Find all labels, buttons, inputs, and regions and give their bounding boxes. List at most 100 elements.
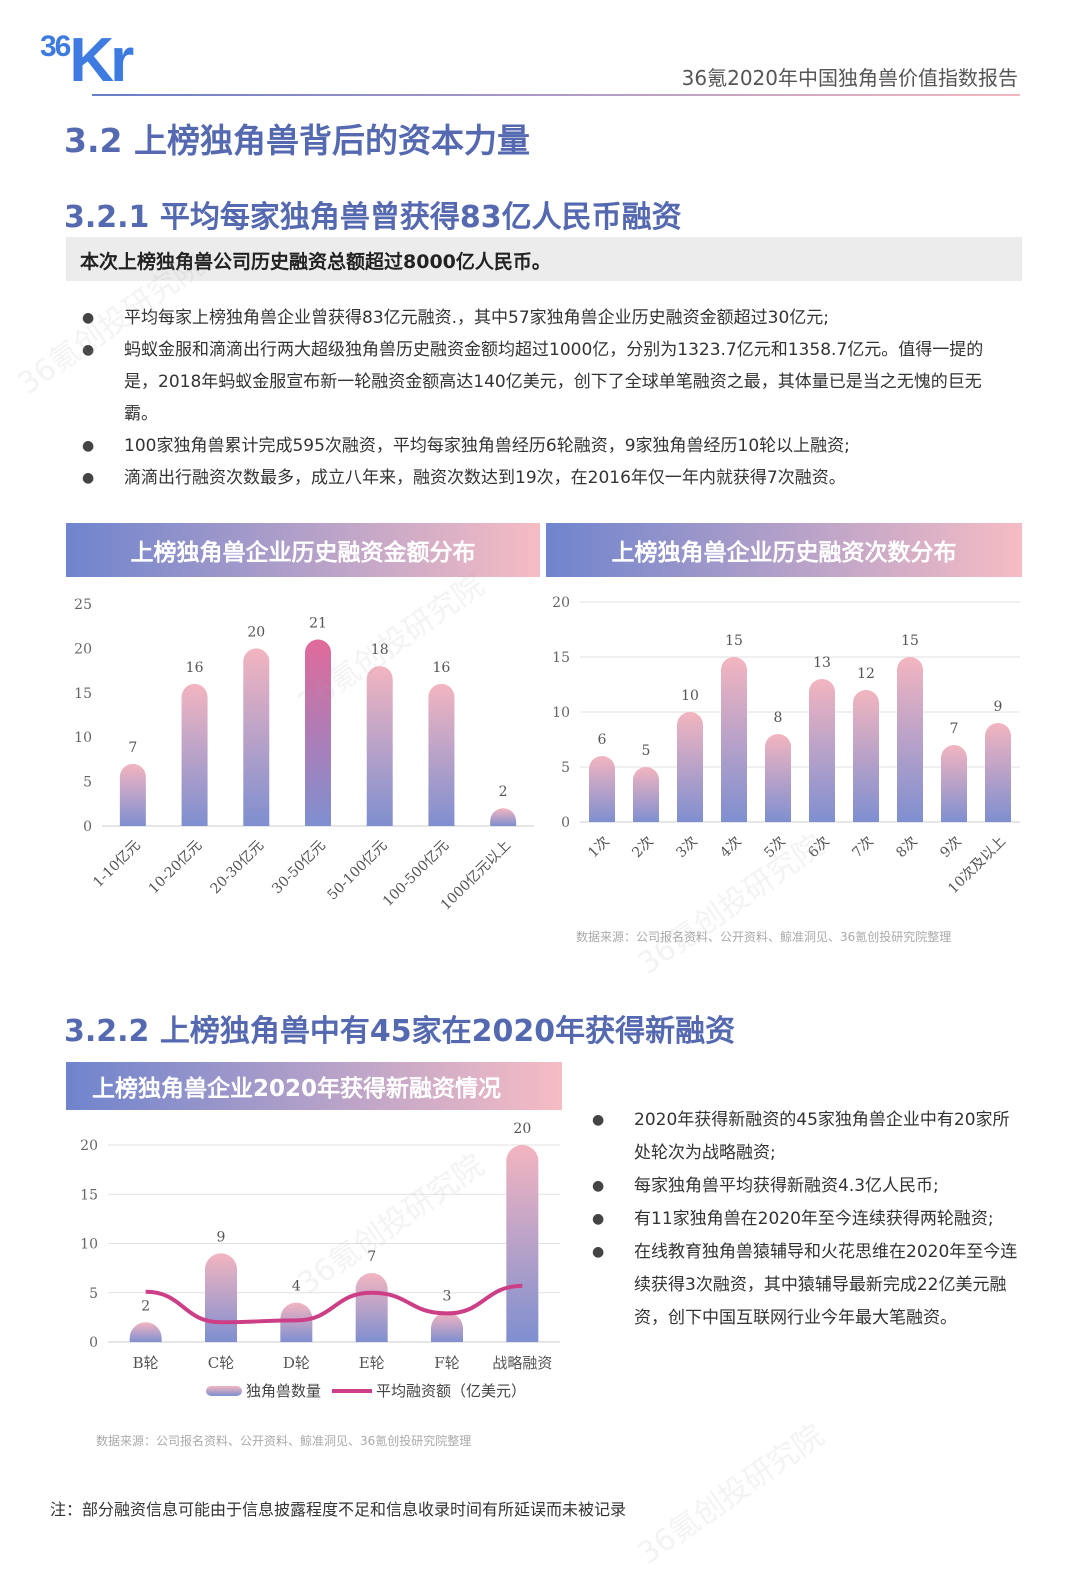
summary-box: 本次上榜独角兽公司历史融资总额超过8000亿人民币。 [66,237,1022,281]
x-tick-label: 30-50亿元 [269,838,329,898]
data-label: 3 [443,1288,452,1304]
y-tick-label: 5 [561,760,570,776]
data-label: 21 [309,616,327,632]
bar [721,657,747,822]
y-tick-label: 25 [74,597,92,613]
y-tick-label: 10 [552,705,570,721]
x-tick-label: 3次 [673,834,701,862]
bar [506,1145,539,1342]
chart2-funding-count: 0 5 10 15 20 6 1次 5 2次 10 3次 15 4次 8 5次 13 6次 12 7次 15 8次 7 9次… [552,595,1020,897]
header-divider [92,94,1020,96]
data-label: 5 [642,743,651,759]
data-label: 2 [141,1298,150,1314]
data-label: 10 [681,688,699,704]
y-tick-label: 0 [83,819,92,835]
data-label: 2 [499,784,508,800]
36kr-logo: 36Kr [40,30,134,92]
bullet-item: 滴滴出行融资次数最多，成立八年来，融资次数达到19次，在2016年仅一年内就获得… [82,462,994,494]
x-tick-label: 20-30亿元 [207,838,267,898]
data-label: 9 [217,1229,226,1245]
legend-label-bar: 独角兽数量 [246,1382,321,1400]
bar [985,723,1011,822]
legend-label-line: 平均融资额（亿美元） [376,1382,526,1400]
y-tick-label: 15 [74,686,92,702]
chart1-title: 上榜独角兽企业历史融资金额分布 [66,523,540,577]
bar [366,666,393,826]
bar [490,808,517,826]
bar [355,1273,388,1342]
x-tick-label: D轮 [283,1354,310,1372]
data-label: 20 [513,1121,531,1137]
x-tick-label: 4次 [717,834,745,862]
x-tick-label: 8次 [893,834,921,862]
chart1-funding-amount: 0 5 10 15 20 25 7 1-10亿元 16 10-20亿元 20 20-30亿元 21 30-… [74,597,534,914]
bullet-item: 平均每家上榜独角兽企业曾获得83亿元融资.，其中57家独角兽企业历史融资金额超过… [82,302,994,334]
footnote: 注：部分融资信息可能由于信息披露程度不足和信息收录时间有所延误而未被记录 [50,1500,627,1519]
bar [431,1312,463,1342]
bar [119,763,146,826]
data-label: 6 [598,732,607,748]
bar [181,683,208,826]
y-tick-label: 20 [80,1138,98,1154]
data-label: 18 [371,642,389,658]
data-label: 4 [292,1279,301,1295]
bar [305,639,331,826]
x-tick-label: 战略融资 [492,1354,552,1372]
bar [765,734,791,822]
logo-number: 36 [40,30,71,63]
bullet-item: 在线教育独角兽猿辅导和火花思维在2020年至今连续获得3次融资，其中猿辅导最新完… [592,1236,1024,1335]
data-label: 16 [433,660,451,676]
y-tick-label: 10 [74,730,92,746]
x-tick-label: E轮 [359,1354,385,1372]
bar [853,690,879,822]
y-tick-label: 0 [89,1335,98,1351]
line-series [145,1283,523,1325]
subsection-1-title: 3.2.1 平均每家独角兽曾获得83亿人民币融资 [64,200,682,235]
x-tick-label: 1-10亿元 [90,838,143,891]
bullet-item: 100家独角兽累计完成595次融资，平均每家独角兽经历6轮融资，9家独角兽经历1… [82,430,994,462]
y-tick-label: 5 [89,1286,98,1302]
bullet-item: 每家独角兽平均获得新融资4.3亿人民币; [592,1170,1024,1203]
bar [129,1322,162,1342]
y-tick-label: 20 [74,641,92,657]
bullet-item: 蚂蚁金服和滴滴出行两大超级独角兽历史融资金额均超过1000亿，分别为1323.7… [82,334,994,430]
data-label: 13 [813,655,831,671]
y-tick-label: 15 [552,650,570,666]
watermark: 36氪创投研究院 [631,1417,831,1572]
data-label: 20 [247,624,265,640]
bullet-list-2: 2020年获得新融资的45家独角兽企业中有20家所处轮次为战略融资; 每家独角兽… [592,1104,1024,1335]
data-label: 7 [128,740,137,756]
y-tick-label: 15 [80,1187,98,1203]
data-label: 16 [186,660,204,676]
y-tick-label: 5 [83,775,92,791]
section-title: 3.2 上榜独角兽背后的资本力量 [64,121,530,160]
bullet-item: 有11家独角兽在2020年至今连续获得两轮融资; [592,1203,1024,1236]
x-tick-label: 7次 [849,834,877,862]
bar [941,745,967,822]
data-source-2: 数据来源：公司报名资料、公开资料、鲸准洞见、36氪创投研究院整理 [96,1434,472,1448]
bar [677,712,703,822]
y-tick-label: 0 [561,815,570,831]
x-tick-label: 1次 [585,834,613,862]
x-tick-label: C轮 [208,1354,234,1372]
x-tick-label: 6次 [805,834,833,862]
bar [633,767,659,822]
x-tick-label: 2次 [629,834,657,862]
data-source-1: 数据来源：公司报名资料、公开资料、鲸准洞见、36氪创投研究院整理 [576,930,952,944]
bullet-list-1: 平均每家上榜独角兽企业曾获得83亿元融资.，其中57家独角兽企业历史融资金额超过… [82,302,994,494]
x-tick-label: B轮 [133,1354,159,1372]
data-label: 12 [857,666,875,682]
data-label: 9 [994,699,1003,715]
x-tick-label: 5次 [761,834,789,862]
bar [809,679,835,822]
bullet-item: 2020年获得新融资的45家独角兽企业中有20家所处轮次为战略融资; [592,1104,1024,1170]
data-label: 15 [725,633,743,649]
data-label: 8 [774,710,783,726]
chart3-title: 上榜独角兽企业2020年获得新融资情况 [66,1062,562,1110]
bar [428,683,455,826]
y-tick-label: 20 [552,595,570,611]
bar [205,1253,237,1342]
x-tick-label: 10-20亿元 [146,838,206,898]
logo-letters: Kr [69,26,134,95]
bar [243,648,270,826]
